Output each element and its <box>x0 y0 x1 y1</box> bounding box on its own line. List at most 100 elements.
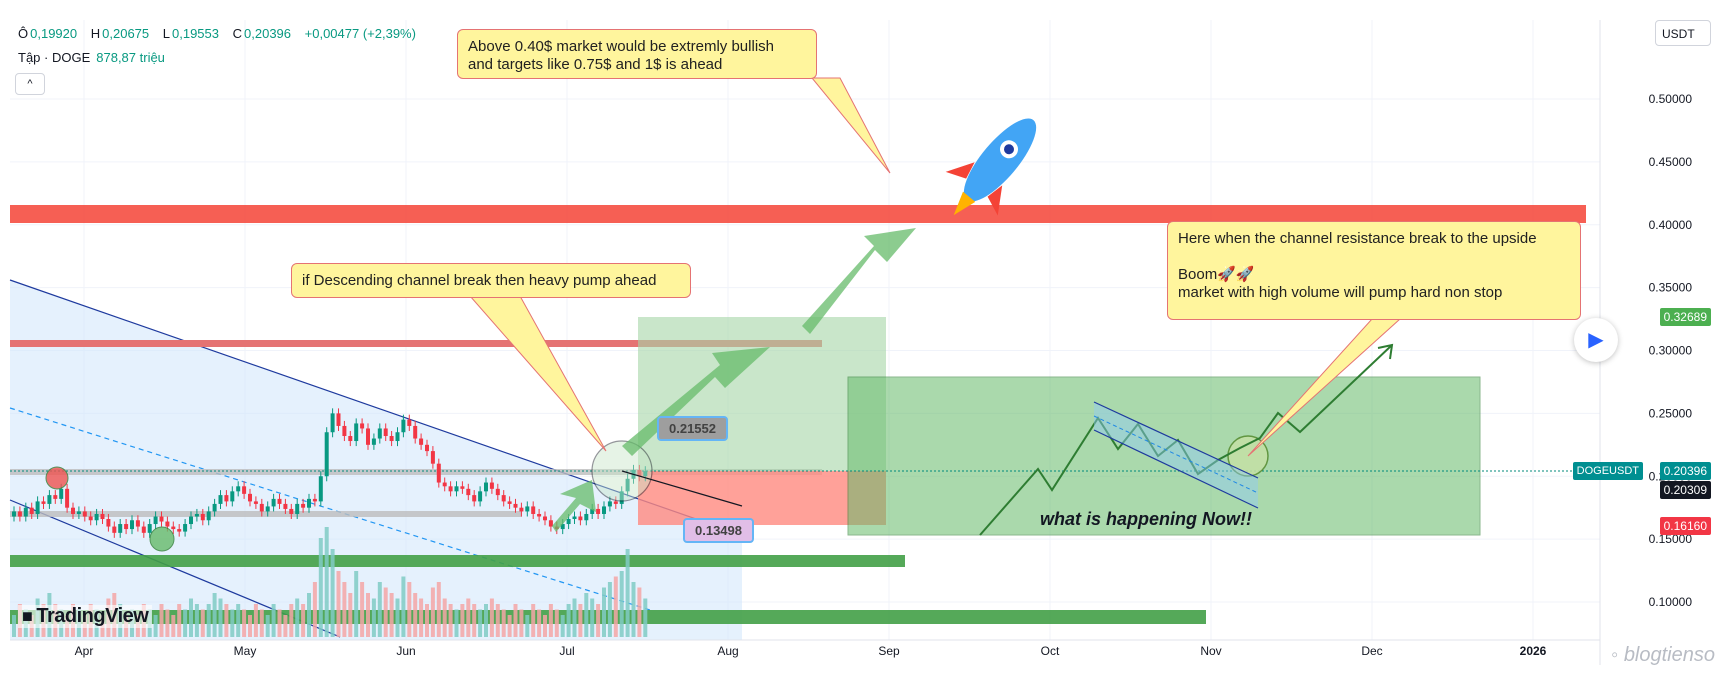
volume-bar <box>230 609 235 637</box>
volume-bar <box>613 576 618 637</box>
volume-bar <box>277 609 282 637</box>
x-tick-label: Oct <box>1041 644 1060 658</box>
volume-bar <box>460 604 465 637</box>
candle-body <box>200 513 205 521</box>
position-loss-zone[interactable] <box>638 471 886 525</box>
volume-bar <box>165 609 170 637</box>
candle-body <box>584 513 589 521</box>
x-tick-label: May <box>234 644 257 658</box>
volume-bar <box>265 615 270 637</box>
volume-bar <box>295 598 300 637</box>
projection-box[interactable] <box>847 376 1481 536</box>
candle-body <box>295 503 300 514</box>
candle-body <box>76 511 81 514</box>
close-value: 0,20396 <box>244 26 292 41</box>
volume-bar <box>307 593 311 637</box>
volume-bar <box>324 527 329 637</box>
y-tick-label: 0.30000 <box>1649 344 1693 358</box>
candle-body <box>513 503 518 508</box>
position-profit-zone[interactable] <box>638 317 886 471</box>
volume-bar <box>484 604 488 637</box>
volume-bar <box>189 598 193 637</box>
volume-bar <box>354 571 359 637</box>
candle-body <box>106 519 111 527</box>
volume-bar <box>395 598 400 637</box>
y-tick-label: 0.50000 <box>1649 92 1693 106</box>
rocket-icon <box>945 118 1037 216</box>
candle-body <box>324 432 329 477</box>
volume-bar <box>200 609 205 637</box>
candle-body <box>112 526 117 533</box>
volume-bar <box>519 609 524 637</box>
volume-bar <box>625 549 630 637</box>
volume-bar <box>177 604 182 637</box>
target-price-tag[interactable]: 0.21552 <box>657 416 728 441</box>
volume-bar <box>336 571 341 637</box>
volume-bar <box>236 604 241 637</box>
collapse-legend-button[interactable]: ^ <box>15 73 45 95</box>
zone-resistance-030[interactable] <box>10 340 822 347</box>
candle-body <box>395 432 400 442</box>
volume-bar <box>590 598 595 637</box>
volume-bar <box>525 615 530 637</box>
volume-bar <box>259 609 264 637</box>
open-label: Ô <box>18 26 29 41</box>
candle-body <box>560 524 565 530</box>
volume-bar <box>495 604 500 637</box>
x-tick-label: Dec <box>1361 644 1382 658</box>
candle-body <box>118 524 123 533</box>
volume-bar <box>578 604 583 637</box>
candle-body <box>348 436 353 442</box>
volume-bar <box>212 593 217 637</box>
candle-body <box>460 486 465 489</box>
callout-right[interactable]: Here when the channel resistance break t… <box>1167 221 1581 320</box>
zone-resistance-040[interactable] <box>10 205 1586 223</box>
green-arrow-3 <box>802 228 916 334</box>
volume-bar <box>643 598 648 637</box>
volume-bar <box>12 615 16 637</box>
watermark-text: blogtienso <box>1623 644 1715 666</box>
change-value: +0,00477 (+2,39%) <box>304 26 416 41</box>
candle-body <box>572 516 577 520</box>
volume-bar <box>472 604 477 637</box>
volume-bar <box>419 598 424 637</box>
candle-body <box>253 501 258 504</box>
candle-body <box>65 488 70 508</box>
volume-bar <box>554 609 559 637</box>
candle-body <box>383 428 388 437</box>
stop-price-tag[interactable]: 0.13498 <box>683 518 754 543</box>
currency-selector[interactable]: USDT <box>1655 20 1711 46</box>
candle-body <box>442 482 447 487</box>
volume-bar <box>218 598 223 637</box>
candle-body <box>171 526 176 530</box>
play-replay-button[interactable]: ▶ <box>1574 318 1618 362</box>
candle-body <box>135 520 140 527</box>
small-channel <box>1094 402 1258 508</box>
x-tick-label: Jun <box>396 644 415 658</box>
candle-body <box>354 423 359 442</box>
volume-bar <box>383 587 388 637</box>
volume-bar <box>572 598 577 637</box>
candle-body <box>478 491 483 502</box>
candle-body <box>71 507 75 514</box>
callout-middle[interactable]: if Descending channel break then heavy p… <box>291 263 691 298</box>
candle-body <box>602 506 606 514</box>
tradingview-mark-icon: ■ <box>22 606 33 626</box>
volume-bar <box>507 615 512 637</box>
symbol-badge: DOGEUSDT <box>1572 462 1643 480</box>
volume-bar <box>478 609 483 637</box>
volume-bar <box>560 615 565 637</box>
volume-bar <box>537 609 542 637</box>
candle-body <box>525 506 530 512</box>
candle-body <box>94 513 99 521</box>
candle-body <box>531 506 536 514</box>
y-tick-label: 0.10000 <box>1649 595 1693 609</box>
zone-support-013[interactable] <box>10 555 905 567</box>
candle-body <box>543 516 547 521</box>
volume-bar <box>312 582 317 637</box>
callout-top[interactable]: Above 0.40$ market would be extremly bul… <box>457 29 817 79</box>
projected-path <box>979 344 1393 536</box>
volume-bar <box>401 576 406 637</box>
ohlc-legend: Ô 0,19920 H 0,20675 L 0,19553 C 0,20396 +0,0… <box>18 26 418 41</box>
